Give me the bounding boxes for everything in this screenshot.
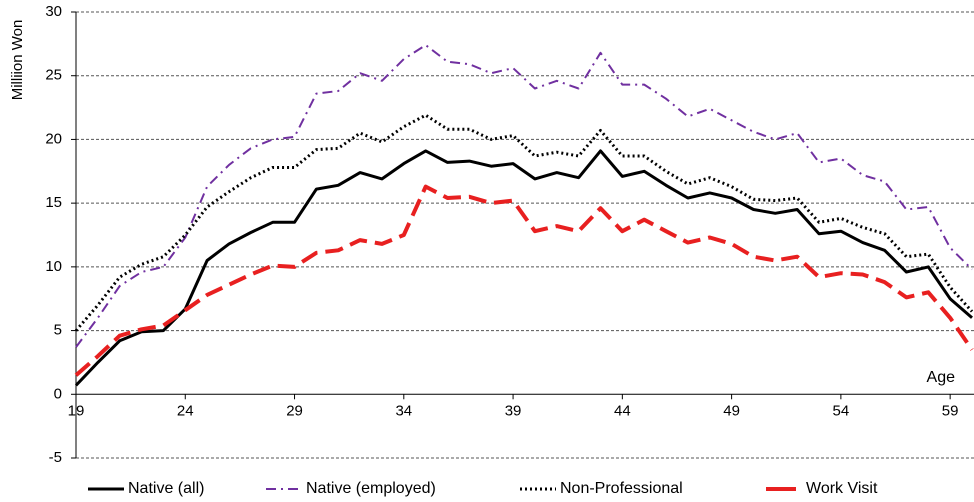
x-axis-label: Age bbox=[927, 369, 956, 386]
y-tick-label: 30 bbox=[45, 3, 62, 20]
x-tick-label: 24 bbox=[177, 402, 194, 419]
x-tick-label: 54 bbox=[833, 402, 850, 419]
y-tick-label: 5 bbox=[54, 322, 62, 339]
x-tick-label: 44 bbox=[614, 402, 631, 419]
legend-label: Native (employed) bbox=[306, 480, 436, 497]
y-tick-label: -5 bbox=[49, 449, 62, 466]
x-tick-label: 59 bbox=[942, 402, 959, 419]
y-tick-label: 15 bbox=[45, 194, 62, 211]
series-line bbox=[75, 44, 973, 348]
x-tick-label: 39 bbox=[505, 402, 522, 419]
x-tick-label: 29 bbox=[286, 402, 303, 419]
y-tick-label: 20 bbox=[45, 130, 62, 147]
y-tick-label: 25 bbox=[45, 67, 62, 84]
series-line bbox=[74, 184, 974, 377]
legend-label: Work Visit bbox=[806, 480, 878, 497]
x-tick-label: 34 bbox=[395, 402, 412, 419]
y-tick-label: 10 bbox=[45, 258, 62, 275]
legend-label: Non-Professional bbox=[560, 480, 683, 497]
x-tick-label: 49 bbox=[723, 402, 740, 419]
y-tick-label: 0 bbox=[54, 385, 62, 402]
y-axis-label: Milliion Won bbox=[9, 20, 26, 101]
x-tick-label: 19 bbox=[68, 402, 85, 419]
series-line bbox=[74, 113, 974, 332]
series-line bbox=[74, 149, 973, 387]
legend-label: Native (all) bbox=[128, 480, 204, 497]
